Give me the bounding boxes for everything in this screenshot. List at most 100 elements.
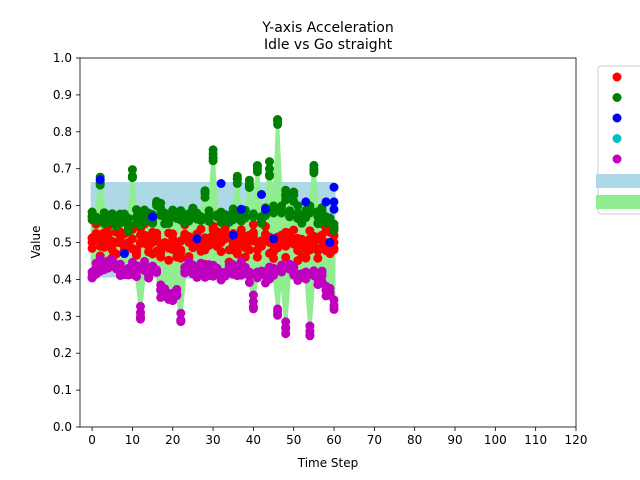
series-2-point bbox=[164, 219, 174, 228]
series-1-point bbox=[313, 253, 323, 263]
y-tick-label: 0.0 bbox=[53, 420, 72, 434]
series-2-point bbox=[204, 216, 214, 226]
series-1-point bbox=[269, 253, 279, 263]
series-5-point bbox=[325, 288, 335, 297]
x-tick-label: 0 bbox=[88, 433, 96, 447]
series-5-point bbox=[172, 284, 182, 294]
y-tick-label: 0.5 bbox=[53, 236, 72, 250]
series-1-point bbox=[248, 227, 258, 237]
series-3-point bbox=[257, 190, 266, 199]
x-axis-label: Time Step bbox=[297, 456, 359, 470]
series-3-point bbox=[329, 197, 339, 207]
series-1-point bbox=[127, 234, 137, 244]
series-1-point bbox=[184, 232, 194, 242]
y-tick-label: 0.9 bbox=[53, 88, 72, 102]
series-2-point bbox=[196, 212, 206, 222]
series-3-point bbox=[261, 204, 270, 214]
series-2-point bbox=[107, 211, 117, 220]
x-tick-label: 80 bbox=[407, 433, 422, 447]
y-axis-label: Value bbox=[29, 226, 43, 259]
series-3-point bbox=[236, 204, 246, 214]
series-5-point bbox=[317, 268, 327, 278]
series-2-point bbox=[240, 212, 250, 222]
series-5-point bbox=[273, 307, 283, 316]
legend-marker-3 bbox=[612, 113, 622, 123]
x-tick-label: 50 bbox=[286, 433, 301, 447]
series-2-point bbox=[313, 219, 323, 229]
series-5-point bbox=[115, 259, 125, 269]
series-5-point bbox=[140, 257, 149, 266]
series-2-point bbox=[309, 168, 319, 178]
series-2-point bbox=[99, 208, 109, 218]
y-tick-label: 0.2 bbox=[53, 346, 72, 360]
legend-patch-2 bbox=[596, 195, 640, 209]
series-2-point bbox=[184, 216, 194, 226]
series-2-point bbox=[123, 226, 133, 236]
series-5-point bbox=[132, 263, 141, 272]
series-5-point bbox=[329, 295, 339, 305]
series-3-point bbox=[325, 238, 335, 247]
series-2-point bbox=[285, 206, 295, 216]
series-1-point bbox=[196, 224, 206, 234]
series-2-point bbox=[277, 206, 287, 215]
series-5-point bbox=[281, 317, 291, 327]
series-2-point bbox=[293, 201, 303, 211]
series-3-point bbox=[269, 234, 279, 244]
series-2-point bbox=[273, 115, 283, 124]
series-1-point bbox=[244, 245, 254, 255]
series-3-point bbox=[192, 234, 202, 244]
x-tick-label: 100 bbox=[484, 433, 507, 447]
points-layer bbox=[87, 115, 339, 341]
series-1-point bbox=[164, 255, 174, 265]
series-5-point bbox=[136, 312, 145, 322]
series-5-point bbox=[269, 266, 279, 276]
series-2-point bbox=[156, 198, 166, 208]
series-5-point bbox=[244, 278, 254, 287]
series-5-point bbox=[136, 301, 145, 311]
series-3-point bbox=[301, 197, 311, 207]
series-1-point bbox=[156, 252, 166, 262]
series-5-point bbox=[176, 317, 186, 327]
series-5-point bbox=[188, 260, 198, 270]
series-1-point bbox=[281, 252, 291, 262]
x-tick-label: 120 bbox=[565, 433, 588, 447]
series-1-point bbox=[236, 225, 246, 235]
series-2-point bbox=[269, 201, 279, 211]
series-1-point bbox=[232, 249, 242, 259]
chart-title: Y-axis Acceleration bbox=[261, 20, 393, 36]
series-2-point bbox=[204, 206, 214, 216]
y-tick-label: 0.8 bbox=[53, 125, 72, 139]
series-3-point bbox=[228, 230, 238, 240]
series-3-point bbox=[329, 182, 339, 192]
series-5-point bbox=[277, 261, 287, 271]
x-tick-label: 60 bbox=[326, 433, 341, 447]
legend-marker-1 bbox=[612, 72, 622, 82]
series-2-point bbox=[329, 223, 339, 233]
series-1-point bbox=[248, 220, 258, 229]
y-tick-label: 0.1 bbox=[53, 383, 72, 397]
y-tick-label: 0.7 bbox=[53, 162, 72, 176]
series-3-point bbox=[216, 179, 226, 188]
x-tick-label: 90 bbox=[447, 433, 462, 447]
series-1-point bbox=[168, 229, 178, 239]
series-1-point bbox=[297, 234, 307, 244]
series-5-point bbox=[248, 304, 258, 314]
y-tick-label: 1.0 bbox=[53, 51, 72, 65]
x-tick-label: 40 bbox=[246, 433, 261, 447]
series-1-point bbox=[87, 243, 97, 253]
series-5-point bbox=[248, 290, 258, 300]
series-1-point bbox=[216, 247, 226, 257]
series-5-point bbox=[172, 291, 182, 301]
series-2-point bbox=[248, 212, 258, 222]
series-2-point bbox=[127, 173, 137, 183]
series-3-point bbox=[119, 249, 129, 259]
series-3-point bbox=[321, 197, 331, 207]
series-5-point bbox=[152, 267, 162, 276]
series-2-point bbox=[228, 215, 238, 225]
series-2-point bbox=[91, 213, 101, 222]
series-2-point bbox=[252, 167, 262, 177]
series-1-point bbox=[103, 228, 113, 238]
series-2-point bbox=[127, 165, 137, 175]
y-tick-label: 0.3 bbox=[53, 309, 72, 323]
